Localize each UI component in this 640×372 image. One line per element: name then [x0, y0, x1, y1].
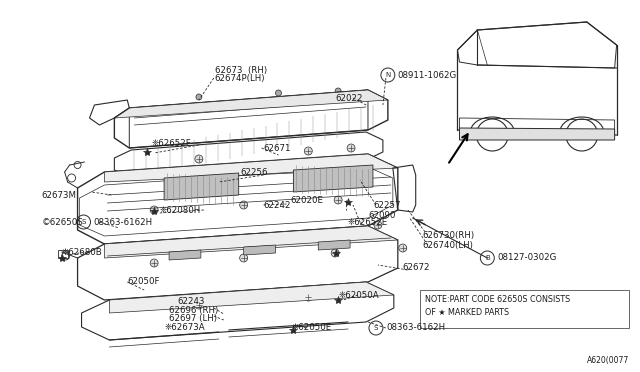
Text: 62674P(LH): 62674P(LH) [215, 74, 266, 83]
Polygon shape [293, 165, 373, 192]
Text: 62673  (RH): 62673 (RH) [215, 65, 267, 74]
Circle shape [399, 244, 407, 252]
Bar [420, 290, 628, 328]
Polygon shape [104, 226, 398, 258]
Circle shape [374, 221, 382, 229]
Text: 62022: 62022 [335, 93, 363, 103]
Bar [58, 250, 68, 258]
Circle shape [240, 201, 248, 209]
Text: S: S [81, 219, 86, 225]
Text: 08363-6162H: 08363-6162H [93, 218, 152, 227]
Circle shape [150, 259, 158, 267]
Text: ©62650S: ©62650S [42, 218, 84, 227]
Text: 626730(RH): 626730(RH) [422, 231, 475, 240]
Circle shape [335, 88, 341, 94]
Text: 08911-1062G: 08911-1062G [398, 71, 457, 80]
Text: ❈62080H: ❈62080H [159, 205, 200, 215]
Text: A620(0077: A620(0077 [587, 356, 629, 365]
Text: 62257: 62257 [373, 201, 401, 209]
Text: ❈62050A: ❈62050A [338, 291, 379, 299]
Circle shape [305, 147, 312, 155]
Text: 626740(LH): 626740(LH) [422, 241, 474, 250]
Polygon shape [318, 240, 350, 250]
Text: 62020E: 62020E [291, 196, 323, 205]
Text: ❈62652F: ❈62652F [151, 138, 191, 148]
Text: 62673M: 62673M [42, 190, 77, 199]
Circle shape [331, 249, 339, 257]
Circle shape [195, 155, 203, 163]
Text: 08363-6162H: 08363-6162H [386, 324, 445, 333]
Circle shape [305, 293, 312, 301]
Polygon shape [109, 282, 394, 313]
Polygon shape [115, 90, 388, 118]
Text: OF ★ MARKED PARTS: OF ★ MARKED PARTS [425, 308, 509, 317]
Text: 62256: 62256 [241, 167, 268, 176]
Text: 62671: 62671 [264, 144, 291, 153]
Polygon shape [460, 128, 614, 140]
Circle shape [275, 90, 282, 96]
Circle shape [347, 144, 355, 152]
Polygon shape [164, 173, 239, 200]
Circle shape [196, 94, 202, 100]
Text: ❈62680B: ❈62680B [61, 247, 102, 257]
Polygon shape [104, 154, 398, 182]
Text: 62242: 62242 [264, 201, 291, 209]
Text: S: S [374, 325, 378, 331]
Text: ❈62673A: ❈62673A [165, 324, 205, 333]
Text: 62697 (LH): 62697 (LH) [169, 314, 217, 323]
Circle shape [195, 301, 203, 309]
Circle shape [150, 206, 158, 214]
Text: ❈62652E: ❈62652E [348, 218, 388, 227]
Circle shape [240, 254, 248, 262]
Circle shape [334, 196, 342, 204]
Text: 62243: 62243 [177, 298, 205, 307]
Text: N: N [385, 72, 390, 78]
Text: 62090: 62090 [368, 211, 396, 219]
Polygon shape [244, 245, 275, 255]
Text: NOTE:PART CODE 62650S CONSISTS: NOTE:PART CODE 62650S CONSISTS [425, 295, 570, 305]
Text: B: B [485, 255, 490, 261]
Text: ❈62050E: ❈62050E [291, 324, 332, 333]
Text: 62696 (RH): 62696 (RH) [169, 305, 218, 314]
Polygon shape [169, 250, 201, 260]
Text: 62672: 62672 [403, 263, 430, 273]
Text: 62050F: 62050F [127, 278, 160, 286]
Text: 08127-0302G: 08127-0302G [497, 253, 557, 263]
